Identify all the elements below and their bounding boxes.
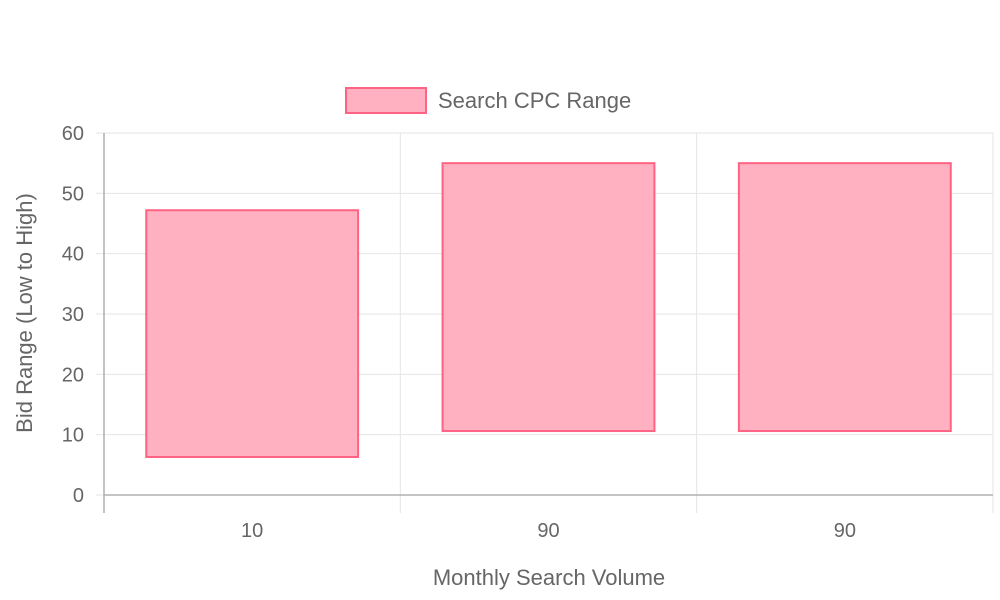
- y-tick-label: 20: [62, 364, 84, 386]
- x-axis-title: Monthly Search Volume: [433, 565, 665, 590]
- legend-label[interactable]: Search CPC Range: [438, 88, 631, 113]
- bar[interactable]: [737, 162, 952, 433]
- legend[interactable]: Search CPC Range: [345, 87, 631, 114]
- y-tick-label: 10: [62, 425, 84, 447]
- y-tick-label: 0: [73, 485, 84, 507]
- bar[interactable]: [145, 209, 360, 458]
- y-tick-labels: 0 10 20 30 40 50 60: [62, 123, 84, 507]
- y-tick-label: 50: [62, 183, 84, 205]
- y-tick-label: 40: [62, 244, 84, 266]
- y-tick-label: 60: [62, 123, 84, 145]
- y-tick-label: 30: [62, 304, 84, 326]
- bar[interactable]: [441, 162, 656, 433]
- x-tick-labels: 10 90 90: [241, 520, 856, 542]
- x-tick-label: 90: [834, 520, 856, 542]
- x-tick-label: 10: [241, 520, 263, 542]
- bars: [145, 162, 952, 458]
- x-tick-label: 90: [537, 520, 559, 542]
- legend-swatch[interactable]: [345, 87, 427, 114]
- axes: [96, 132, 993, 513]
- y-axis-title: Bid Range (Low to High): [12, 193, 37, 433]
